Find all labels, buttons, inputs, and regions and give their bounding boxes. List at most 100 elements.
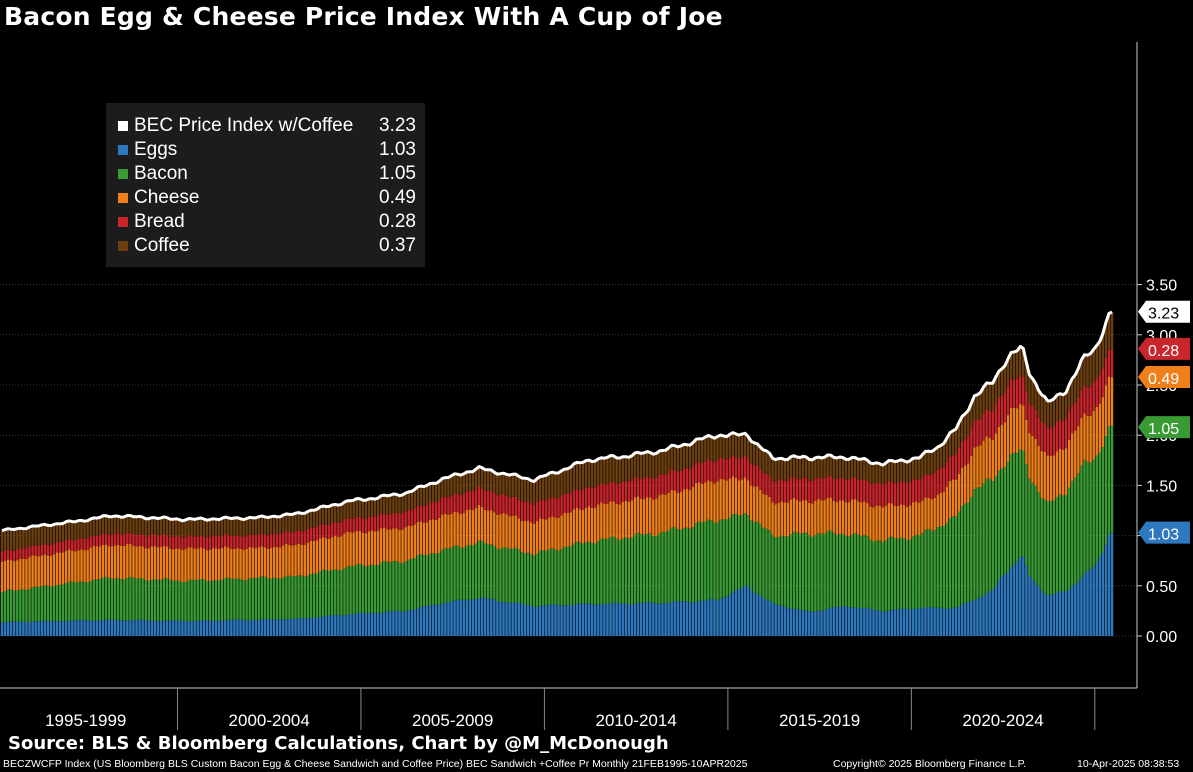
bar-coffee: [74, 521, 77, 541]
bar-coffee: [1003, 365, 1007, 393]
bar-cheese: [777, 502, 780, 537]
bar-coffee: [875, 462, 878, 483]
bar-bacon: [352, 566, 355, 615]
bar-cheese: [844, 502, 848, 536]
bar-bacon: [61, 584, 65, 622]
bar-bread: [434, 502, 438, 520]
bar-bread: [68, 539, 71, 550]
bar-cheese: [896, 505, 900, 539]
bar-bacon: [407, 559, 410, 611]
bar-coffee: [918, 457, 921, 481]
bar-bacon: [964, 503, 967, 603]
bar-bacon: [16, 590, 19, 622]
bar-bacon: [731, 514, 735, 593]
bar-bacon: [110, 578, 114, 620]
bar-coffee: [557, 472, 560, 499]
bar-eggs: [1009, 567, 1013, 636]
bar-eggs: [340, 615, 343, 636]
bar-coffee: [508, 475, 511, 498]
bar-eggs: [988, 590, 991, 636]
bar-cheese: [615, 504, 618, 539]
bar-eggs: [890, 609, 894, 636]
bar-bread: [633, 477, 637, 498]
bar-bread: [557, 498, 560, 518]
bar-bacon: [1046, 501, 1050, 596]
bar-coffee: [685, 444, 689, 469]
bar-bacon: [642, 534, 646, 603]
bar-bread: [719, 457, 722, 479]
bar-cheese: [624, 500, 628, 538]
bar-eggs: [1104, 544, 1108, 636]
bar-eggs: [178, 620, 181, 636]
bar-bacon: [217, 580, 221, 621]
bar-eggs: [74, 620, 77, 636]
bar-bread: [1064, 418, 1068, 449]
bar-bread: [1012, 379, 1016, 408]
bar-bacon: [869, 539, 872, 609]
bar-bread: [655, 477, 658, 499]
bar-bread: [490, 490, 493, 511]
bar-bread: [1074, 403, 1077, 431]
bar-bread: [220, 535, 224, 548]
bar-cheese: [28, 557, 31, 590]
bar-coffee: [379, 495, 383, 514]
bar-eggs: [9, 621, 13, 636]
bar-coffee: [1037, 390, 1040, 418]
bar-cheese: [988, 437, 991, 479]
bar-cheese: [153, 546, 157, 580]
bar-cheese: [817, 498, 820, 534]
bar-cheese: [334, 536, 337, 570]
bar-bread: [921, 477, 924, 501]
bar-coffee: [976, 394, 979, 420]
bar-cheese: [306, 542, 310, 576]
bar-cheese: [233, 548, 236, 579]
bar-coffee: [1015, 350, 1019, 380]
bar-bacon: [450, 547, 453, 602]
bar-cheese: [908, 505, 912, 540]
bar-eggs: [1022, 556, 1025, 636]
bar-coffee: [866, 460, 869, 481]
bar-cheese: [291, 545, 294, 577]
bar-bacon: [682, 528, 686, 602]
bar-cheese: [483, 509, 487, 544]
bar-bacon: [89, 581, 92, 621]
bar-eggs: [477, 597, 481, 636]
bar-bacon: [260, 576, 264, 620]
legend-item-total: BEC Price Index w/Coffee 3.23: [116, 115, 416, 139]
bar-coffee: [1000, 368, 1004, 396]
bar-eggs: [639, 602, 643, 636]
bar-eggs: [297, 618, 300, 636]
bar-bread: [337, 522, 340, 537]
bar-eggs: [172, 620, 175, 636]
bar-eggs: [52, 621, 56, 636]
bar-eggs: [346, 614, 349, 636]
bar-bread: [71, 540, 74, 551]
bar-bacon: [315, 573, 319, 618]
bar-eggs: [367, 612, 371, 636]
bar-coffee: [300, 513, 303, 532]
bar-cheese: [83, 550, 86, 583]
bar-coffee: [997, 371, 1001, 399]
bar-bread: [649, 477, 652, 498]
bar-bread: [28, 546, 31, 558]
bar-bacon: [43, 585, 47, 621]
bar-coffee: [116, 516, 120, 534]
bar-eggs: [272, 619, 276, 636]
bar-bacon: [792, 531, 796, 609]
bar-cheese: [486, 510, 490, 545]
bar-coffee: [181, 520, 184, 538]
last-value-tag-total: [1138, 300, 1190, 323]
bar-bacon: [908, 539, 912, 610]
bar-coffee: [260, 515, 264, 534]
bar-bacon: [462, 547, 465, 601]
bar-cheese: [600, 502, 603, 539]
bar-bacon: [493, 546, 496, 600]
bar-bacon: [401, 563, 404, 612]
bar-eggs: [61, 621, 65, 636]
bar-coffee: [753, 442, 756, 465]
bar-cheese: [936, 494, 939, 528]
bar-bread: [1095, 378, 1098, 407]
bar-eggs: [798, 609, 802, 636]
bar-eggs: [970, 601, 973, 636]
bar-bacon: [499, 548, 502, 603]
